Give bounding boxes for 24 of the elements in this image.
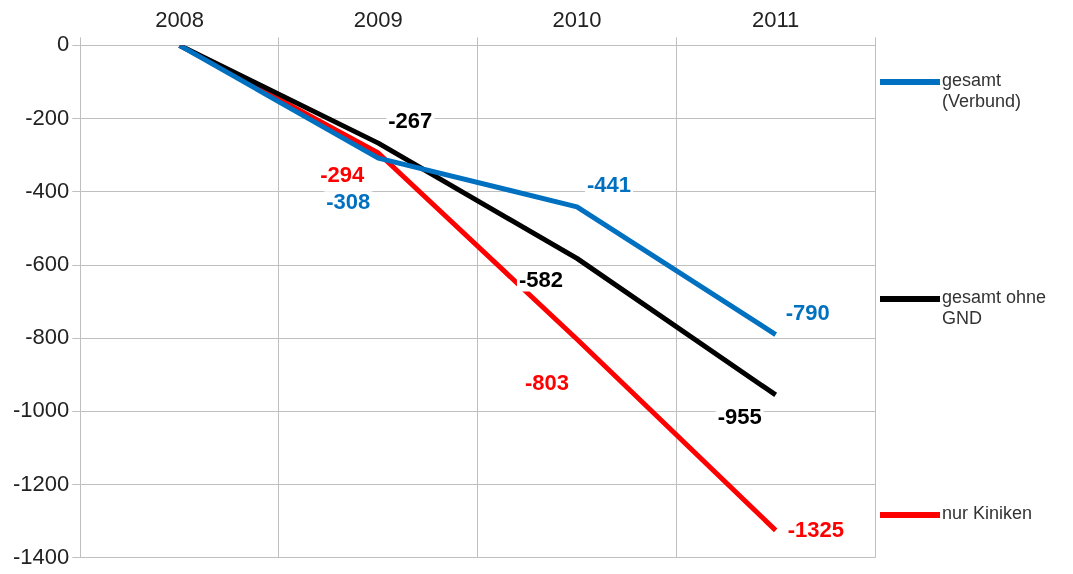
data-label: -790: [785, 299, 830, 325]
legend-label: nur Kiniken: [942, 502, 1033, 524]
y-tick-label: -600: [25, 251, 70, 277]
data-label: -267: [388, 108, 433, 134]
legend-label: gesamt (Verbund): [942, 70, 1023, 113]
data-label: -308: [326, 189, 371, 215]
x-tick-label: 2008: [155, 7, 205, 33]
data-label: -582: [518, 267, 563, 293]
data-label: -441: [586, 171, 632, 197]
data-label: -1325: [787, 517, 844, 543]
x-tick-label: 2010: [552, 7, 602, 33]
y-tick-label: -800: [25, 324, 70, 350]
y-tick-label: -1400: [12, 543, 70, 569]
y-tick-label: -200: [25, 104, 70, 130]
y-tick-label: -1200: [12, 470, 70, 496]
y-tick-label: 0: [57, 31, 70, 57]
x-tick-label: 2009: [353, 7, 403, 33]
y-tick-label: -400: [25, 177, 70, 203]
y-tick-label: -1000: [12, 397, 70, 423]
data-label: -955: [717, 403, 762, 429]
data-label: -803: [524, 370, 570, 396]
x-tick-label: 2011: [752, 7, 800, 33]
legend-label: gesamt ohne GND: [942, 286, 1048, 329]
data-label: -294: [320, 162, 366, 188]
